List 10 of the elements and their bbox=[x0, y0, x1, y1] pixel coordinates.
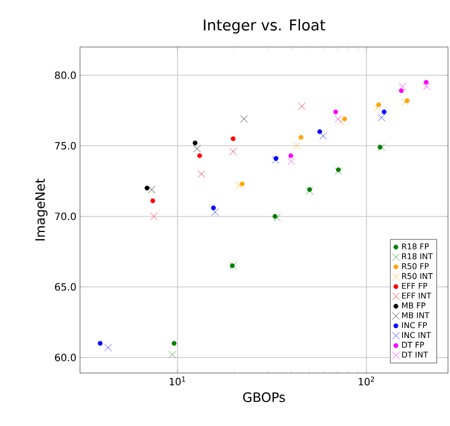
y-axis-title: ImageNet bbox=[35, 178, 48, 240]
x-axis-title: GBOPs bbox=[243, 392, 285, 402]
x-tick-label: 10$^{2}$ bbox=[358, 376, 374, 386]
y-tick-label: 70.0 bbox=[55, 212, 76, 220]
y-tick-label: 60.0 bbox=[55, 354, 76, 362]
x-tick-label: 10$^{1}$ bbox=[170, 376, 186, 386]
y-tick-label: 80.0 bbox=[54, 71, 76, 79]
chart-title: Integer vs. Float bbox=[204, 19, 326, 34]
y-tick-label: 75.0 bbox=[55, 142, 76, 150]
y-tick-label: 65.0 bbox=[55, 283, 76, 291]
